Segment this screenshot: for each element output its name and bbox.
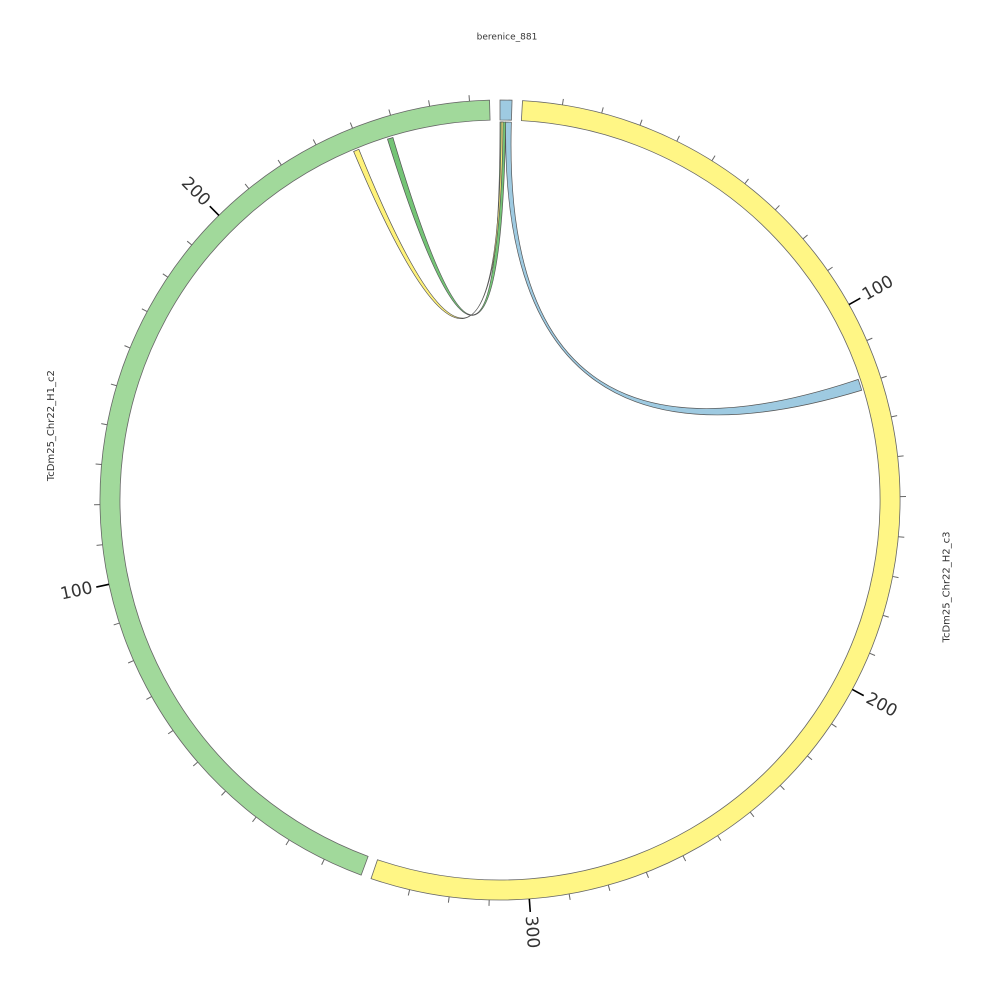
link-ribbon (505, 121, 863, 416)
minor-tick (113, 622, 120, 626)
minor-tick (897, 455, 904, 458)
minor-tick (676, 135, 680, 142)
minor-tick (807, 755, 813, 761)
minor-tick (711, 155, 716, 162)
minor-tick (869, 652, 876, 656)
tick-label: 300 (521, 915, 543, 949)
major-tick (848, 297, 861, 306)
minor-tick (561, 98, 564, 105)
minor-tick (407, 889, 411, 896)
minor-tick (645, 872, 649, 879)
minor-tick (880, 375, 887, 379)
minor-tick (162, 273, 169, 278)
minor-tick (447, 896, 450, 903)
minor-tick (349, 122, 353, 129)
minor-tick (252, 816, 257, 823)
minor-tick (244, 183, 250, 189)
minor-tick (639, 119, 643, 126)
tick-label: 100 (59, 578, 95, 604)
minor-tick (601, 107, 604, 114)
tick-label: 200 (177, 173, 214, 210)
tick-label: 100 (859, 272, 897, 305)
minor-tick (774, 205, 780, 211)
major-tick (528, 898, 532, 912)
links (353, 121, 863, 416)
minor-tick (428, 100, 431, 107)
minor-tick (744, 178, 749, 184)
minor-tick (892, 575, 899, 579)
major-tick (851, 688, 865, 697)
link-ribbon (353, 121, 504, 319)
minor-tick (802, 234, 808, 240)
segment-arc (99, 99, 491, 876)
minor-tick (568, 893, 571, 900)
segment-arc (499, 99, 513, 121)
minor-tick (882, 614, 889, 618)
minor-tick (127, 660, 134, 664)
minor-tick (167, 730, 174, 735)
minor-tick (898, 536, 905, 538)
segment-name: TcDm25_Chr22_H1_c2 (46, 370, 57, 482)
chart-title: berenice_881 (477, 33, 538, 43)
minor-tick (827, 266, 833, 271)
segment-name: TcDm25_Chr22_H2_c3 (942, 531, 953, 643)
minor-tick (866, 337, 873, 341)
minor-tick (192, 761, 199, 767)
minor-tick (891, 415, 898, 418)
minor-tick (186, 240, 193, 246)
minor-tick (779, 785, 785, 791)
minor-tick (312, 139, 317, 146)
minor-tick (221, 790, 226, 796)
minor-tick (682, 855, 687, 862)
minor-tick (146, 696, 152, 700)
minor-tick (277, 159, 282, 166)
segment-arc (370, 100, 901, 901)
minor-tick (607, 884, 611, 891)
minor-tick (388, 109, 392, 116)
minor-tick (717, 835, 722, 841)
minor-tick (321, 859, 325, 865)
tick-label: 200 (863, 689, 901, 722)
minor-tick (96, 544, 103, 546)
minor-tick (141, 308, 148, 313)
minor-tick (749, 811, 755, 818)
minor-tick (285, 839, 290, 846)
minor-tick (831, 723, 837, 728)
minor-tick (95, 463, 102, 466)
major-tick (96, 583, 110, 588)
minor-tick (101, 423, 108, 426)
minor-tick (110, 383, 117, 387)
link-ribbon (387, 121, 507, 316)
minor-tick (124, 345, 131, 349)
major-tick (209, 205, 220, 216)
